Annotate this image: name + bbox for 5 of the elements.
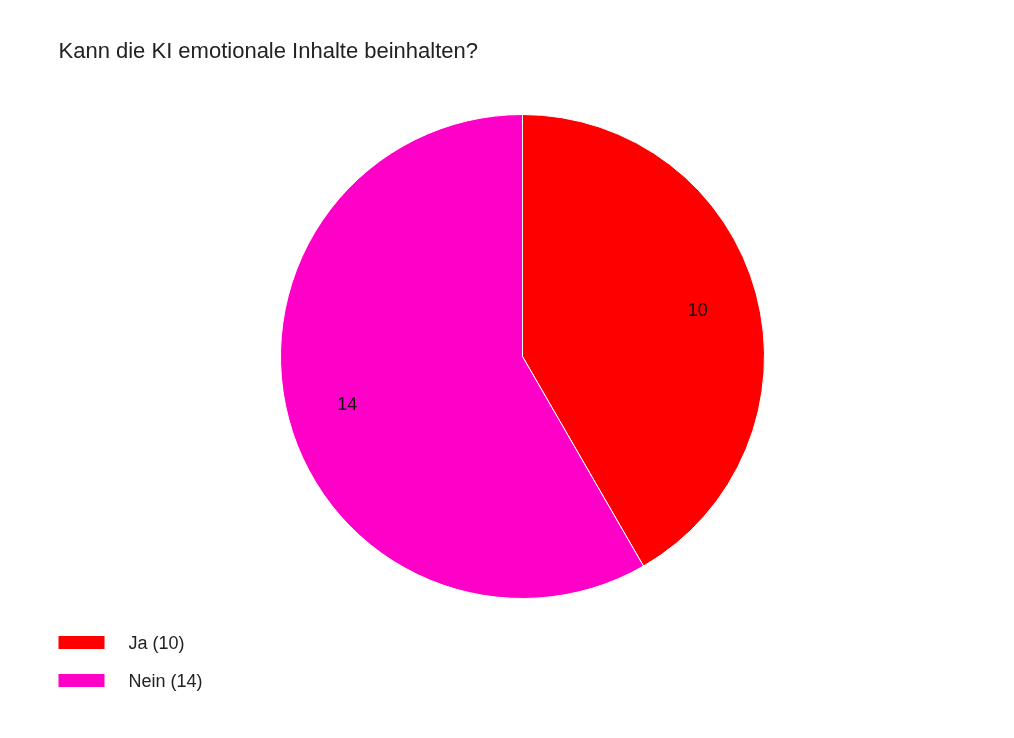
legend-label: Nein (14) <box>128 670 203 691</box>
legend-label: Ja (10) <box>128 632 185 653</box>
data-label: 10 <box>687 300 708 321</box>
chart-title: Kann die KI emotionale Inhalte beinhalten? <box>58 38 479 63</box>
data-label: 14 <box>337 393 358 414</box>
